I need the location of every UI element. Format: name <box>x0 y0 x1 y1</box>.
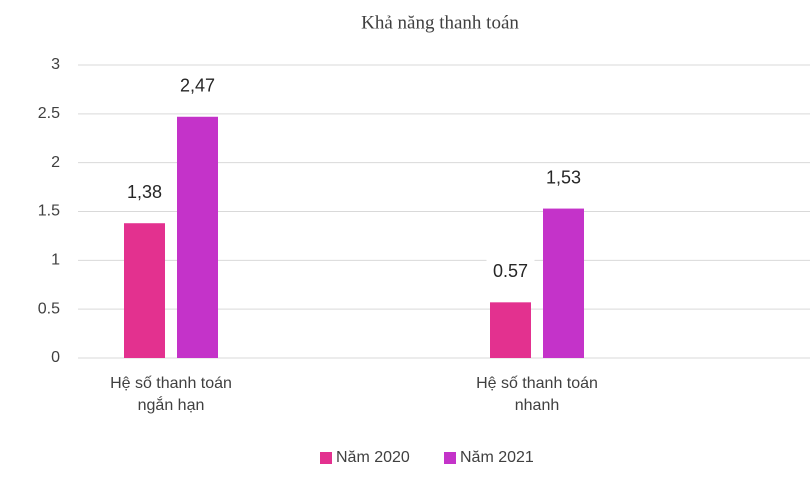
data-label: 2,47 <box>180 76 215 96</box>
data-label: 0.57 <box>493 261 528 281</box>
legend-label: Năm 2020 <box>336 449 410 466</box>
bar <box>490 302 531 358</box>
data-label: 1,53 <box>546 167 581 187</box>
bar <box>124 223 165 358</box>
data-label-bg <box>539 165 588 192</box>
y-tick-label: 1.5 <box>38 203 60 220</box>
data-label-bg <box>120 180 169 207</box>
x-tick-label: Hệ số thanh toán ngắn hạn <box>110 375 232 414</box>
data-label-bg <box>486 259 535 286</box>
y-tick-label: 0 <box>51 349 60 366</box>
bar <box>543 208 584 358</box>
y-tick-label: 2 <box>51 154 60 171</box>
y-tick-label: 3 <box>51 56 60 73</box>
data-label-bg <box>173 73 222 100</box>
y-tick-label: 1 <box>51 252 60 269</box>
legend-swatch <box>444 452 456 464</box>
y-tick-label: 0.5 <box>38 300 60 317</box>
bar <box>177 116 218 358</box>
x-tick-label: Hệ số thanh toán nhanh <box>476 375 598 414</box>
legend-swatch <box>320 452 332 464</box>
chart-title: Khả năng thanh toán <box>361 12 519 33</box>
y-tick-label: 2.5 <box>38 105 60 122</box>
legend-label: Năm 2021 <box>460 449 534 466</box>
data-label: 1,38 <box>127 182 162 202</box>
